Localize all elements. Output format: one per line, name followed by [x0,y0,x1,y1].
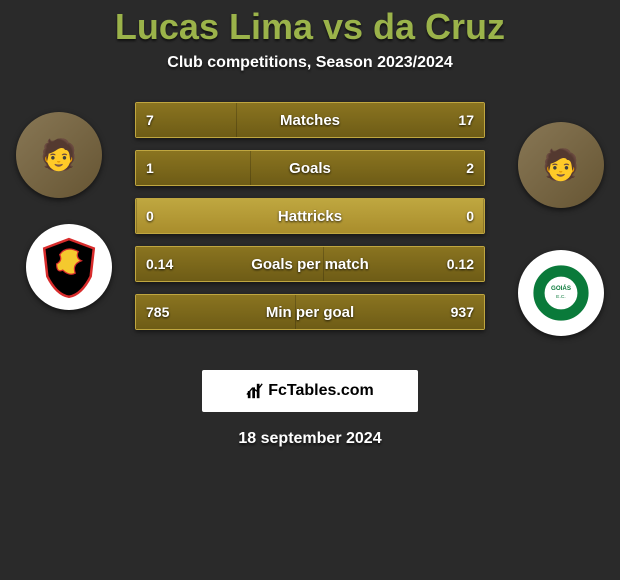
stat-label: Hattricks [278,208,342,225]
player-right-avatar: 🧑 [518,122,604,208]
stat-value-right: 2 [466,160,474,176]
avatar-placeholder-icon: 🧑 [16,112,102,198]
club-left-logo [26,224,112,310]
avatar-placeholder-icon: 🧑 [518,122,604,208]
stat-value-left: 1 [146,160,154,176]
comparison-panel: 🧑 🧑 GOIÁS E.C. 7 17 Matches 1 2 Goals 0 0 Hattri… [0,102,620,362]
svg-text:GOIÁS: GOIÁS [551,285,571,292]
stat-label: Goals per match [251,256,369,273]
brand-text: FcTables.com [268,382,374,400]
stat-label: Matches [280,112,340,129]
stat-value-right: 937 [451,304,474,320]
player-left-avatar: 🧑 [16,112,102,198]
svg-text:E.C.: E.C. [556,294,566,300]
stat-bars: 7 17 Matches 1 2 Goals 0 0 Hattricks 0.14 0.12 Goal… [135,102,485,342]
stat-fill-right [250,151,484,185]
page-subtitle: Club competitions, Season 2023/2024 [0,54,620,72]
stat-value-left: 785 [146,304,169,320]
bar-chart-icon [246,382,264,400]
stat-fill-left [136,199,137,233]
page-title: Lucas Lima vs da Cruz [0,0,620,48]
as-of-date: 18 september 2024 [0,430,620,448]
club-right-logo: GOIÁS E.C. [518,250,604,336]
stat-row: 785 937 Min per goal [135,294,485,330]
stat-value-right: 0 [466,208,474,224]
stat-label: Goals [289,160,331,177]
stat-row: 1 2 Goals [135,150,485,186]
stat-label: Min per goal [266,304,354,321]
circle-crest-icon: GOIÁS E.C. [530,262,592,324]
shield-lion-icon [38,236,100,298]
stat-row: 0 0 Hattricks [135,198,485,234]
stat-value-left: 0.14 [146,256,173,272]
stat-row: 0.14 0.12 Goals per match [135,246,485,282]
stat-row: 7 17 Matches [135,102,485,138]
brand-badge: FcTables.com [202,370,418,412]
stat-value-right: 17 [458,112,474,128]
stat-value-left: 7 [146,112,154,128]
stat-value-right: 0.12 [447,256,474,272]
stat-value-left: 0 [146,208,154,224]
stat-fill-right [236,103,484,137]
stat-fill-right [483,199,484,233]
